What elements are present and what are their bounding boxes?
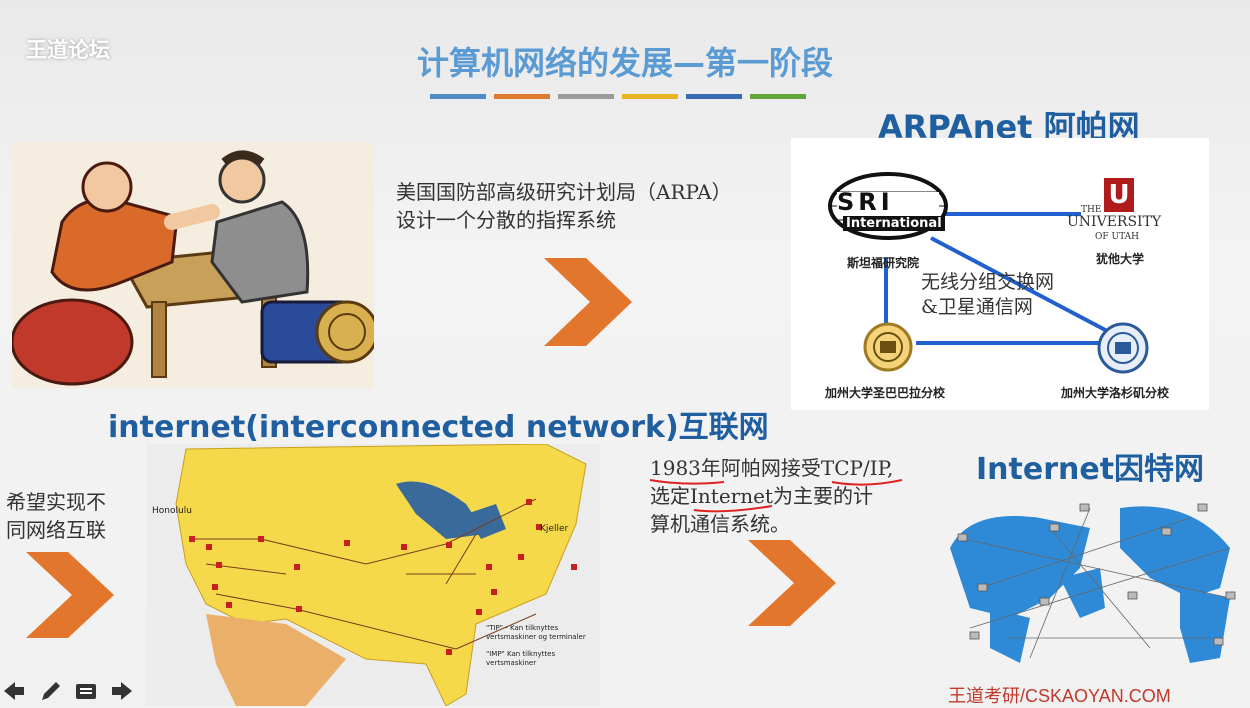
network-note: 无线分组交换网 &卫星通信网 [921, 270, 1054, 320]
map-node-label: Kjeller [540, 524, 569, 534]
map-legend-tip: "TIP" - Kan tilknyttes vertsmaskiner og … [486, 624, 586, 641]
watermark-logo: 王道论坛 [26, 38, 110, 62]
slide-title: 计算机网络的发展—第一阶段 [416, 44, 833, 82]
accent-bars [430, 94, 806, 99]
utah-u-logo: U [1104, 178, 1134, 212]
arpanet-us-map: Honolulu Kjeller "TIP" - Kan tilknyttes … [146, 444, 600, 706]
goal-line: 希望实现不 [6, 490, 106, 514]
internet-description-line: 1983年阿帕网接受TCP/IP, [650, 456, 894, 480]
utah-logo-line: OF UTAH [1095, 232, 1139, 242]
sri-logo-subtext: International [843, 216, 945, 231]
utah-logo-line: UNIVERSITY [1067, 214, 1162, 230]
accent-bar [494, 94, 550, 99]
footer-brand: 王道考研/CSKAOYAN.COM [948, 686, 1171, 706]
arpanet-links [884, 212, 1112, 345]
cold-war-cartoon-image [10, 142, 379, 388]
internet-description-line: 选定Internet为主要的计 [650, 484, 873, 508]
interconnect-goal: 希望实现不 同网络互联 [6, 488, 106, 544]
ucsb-label: 加州大学圣巴巴拉分校 [825, 386, 946, 400]
world-map-graphic [950, 503, 1236, 663]
internet-description-line: 算机通信系统。 [650, 512, 790, 536]
ucsb-seal [863, 322, 913, 372]
internet-heading: internet(interconnected network)互联网 [108, 410, 769, 445]
network-note-line: 无线分组交换网 [921, 271, 1055, 293]
map-legend-imp: "IMP" Kan tilknyttes vertsmaskiner [486, 650, 556, 667]
chevron-right-icon [26, 552, 114, 638]
utah-logo-line: THE [1081, 205, 1102, 215]
accent-bar [558, 94, 614, 99]
internet-description: 1983年阿帕网接受TCP/IP, 选定Internet为主要的计 算机通信系统… [650, 454, 893, 538]
menu-icon[interactable] [74, 680, 98, 702]
arpa-description-line: 美国国防部高级研究计划局（ARPA） [396, 180, 732, 204]
arpa-description: 美国国防部高级研究计划局（ARPA） 设计一个分散的指挥系统 [396, 178, 732, 234]
arpanet-diagram: SRI International 斯坦福研究院 U THE UNIVERSIT… [791, 138, 1209, 410]
internet-big-heading: Internet因特网 [976, 452, 1205, 487]
ucla-label: 加州大学洛杉矶分校 [1061, 386, 1170, 400]
arpa-description-line: 设计一个分散的指挥系统 [396, 208, 616, 232]
accent-bar [430, 94, 486, 99]
handwritten-underline-annotation [649, 479, 903, 513]
map-node-label: Honolulu [152, 506, 192, 516]
chevron-right-icon [544, 258, 632, 346]
us-map-graphic [175, 444, 587, 706]
arrow-left-icon[interactable] [2, 680, 26, 702]
slide-toolbar [2, 680, 134, 702]
accent-bar [750, 94, 806, 99]
accent-bar [622, 94, 678, 99]
sri-logo-text: SRI [837, 188, 894, 216]
pen-icon[interactable] [38, 680, 62, 702]
utah-label: 犹他大学 [1096, 252, 1145, 266]
sri-label: 斯坦福研究院 [847, 256, 920, 270]
accent-bar [686, 94, 742, 99]
world-network-map [930, 488, 1248, 676]
network-note-line: &卫星通信网 [921, 296, 1033, 318]
goal-line: 同网络互联 [6, 518, 106, 542]
chevron-right-icon [748, 540, 836, 626]
ucla-seal [1097, 322, 1149, 374]
arrow-right-icon[interactable] [110, 680, 134, 702]
